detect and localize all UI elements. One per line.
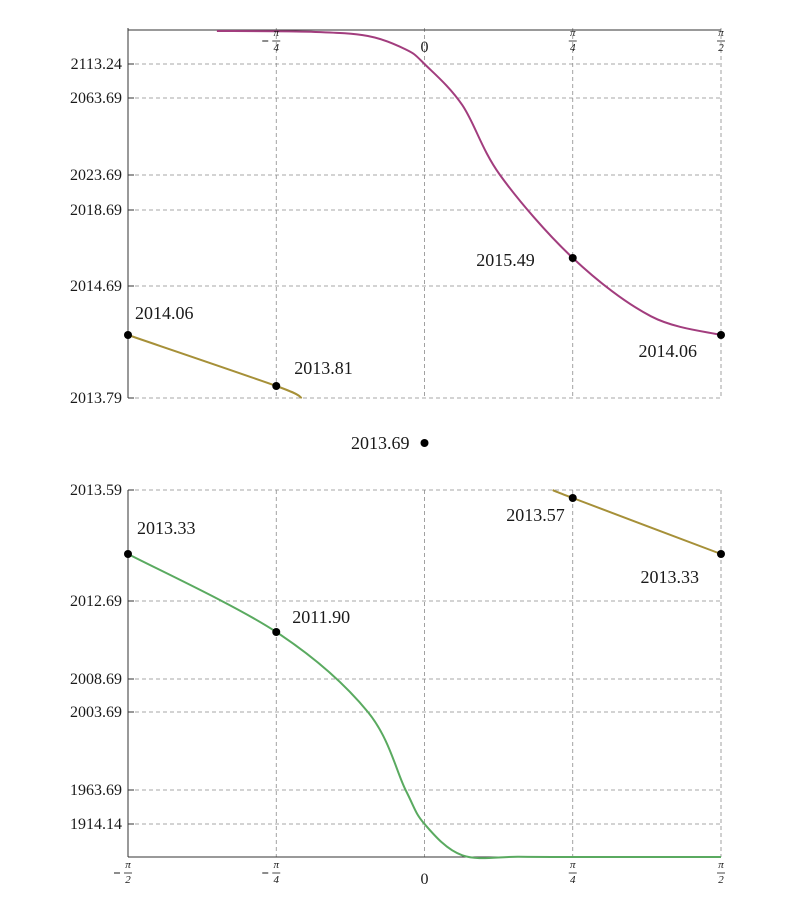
x-tick-label-numerator: π: [718, 27, 724, 39]
data-point: [272, 382, 281, 390]
series-line: [127, 334, 303, 399]
y-tick-label: 2018.69: [70, 202, 122, 219]
x-tick-label: 0: [421, 39, 429, 56]
data-point: [272, 628, 281, 636]
series-line: [216, 30, 722, 336]
x-tick-label-denominator: 2: [125, 874, 131, 886]
x-tick-label-denominator: 4: [274, 874, 280, 886]
data-label: 2013.81: [294, 358, 353, 378]
x-tick-label-denominator: 4: [274, 42, 280, 54]
y-tick-label: 2013.59: [70, 482, 122, 499]
y-tick-label: 2063.69: [70, 90, 122, 107]
data-label: 2011.90: [292, 607, 350, 627]
y-tick-label: 2014.69: [70, 278, 122, 295]
y-tick-label: 2003.69: [70, 704, 122, 721]
y-tick-label: 1914.14: [70, 816, 122, 833]
y-tick-label: 2012.69: [70, 593, 122, 610]
y-tick-label: 1963.69: [70, 782, 122, 799]
x-tick-label-numerator: π: [273, 859, 279, 871]
x-tick-label-denominator: 4: [570, 42, 576, 54]
data-point: [717, 331, 725, 339]
x-tick-label-numerator: π: [125, 859, 131, 871]
x-tick-label-numerator: π: [570, 27, 576, 39]
series-line: [552, 489, 722, 555]
data-label: 2014.06: [135, 303, 194, 323]
x-tick-label: 0: [421, 871, 429, 888]
x-tick-label-denominator: 2: [718, 42, 724, 54]
data-label: 2013.33: [137, 518, 196, 538]
x-tick-label-denominator: 2: [718, 874, 724, 886]
x-tick-label-numerator: π: [570, 859, 576, 871]
y-tick-label: 2023.69: [70, 167, 122, 184]
data-point: [124, 550, 132, 558]
data-point: [717, 550, 725, 558]
data-point: [568, 494, 577, 502]
data-point: [124, 331, 132, 339]
data-label: 2015.49: [476, 250, 535, 270]
y-tick-label: 2013.79: [70, 390, 122, 407]
x-tick-label-denominator: 4: [570, 874, 576, 886]
data-label: 2013.57: [506, 505, 565, 525]
data-point: [420, 439, 429, 447]
x-tick-label-numerator: π: [273, 27, 279, 39]
data-point: [568, 254, 577, 262]
x-tick-label-numerator: π: [718, 859, 724, 871]
y-tick-label: 2008.69: [70, 671, 122, 688]
y-tick-label: 2113.24: [71, 56, 122, 73]
data-label: 2013.69: [351, 433, 410, 453]
data-label: 2014.06: [639, 341, 698, 361]
data-label: 2013.33: [641, 567, 700, 587]
